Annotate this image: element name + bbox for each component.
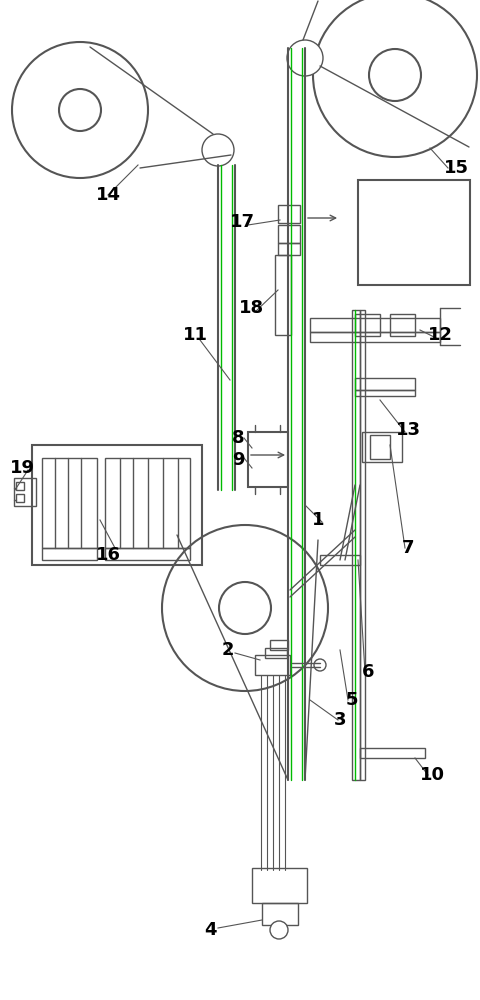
Bar (351, 310, 359, 780)
Bar (319, 555, 359, 565)
Text: 12: 12 (427, 326, 452, 344)
Circle shape (59, 89, 101, 131)
Bar (309, 332, 439, 342)
Text: 19: 19 (10, 459, 35, 477)
Text: 1: 1 (311, 511, 324, 529)
Circle shape (287, 40, 323, 76)
Bar (42, 458, 97, 548)
Bar (32, 445, 202, 565)
Text: 7: 7 (401, 539, 413, 557)
Circle shape (313, 659, 325, 671)
Text: 4: 4 (204, 921, 216, 939)
Bar (277, 205, 300, 223)
Bar (254, 655, 289, 675)
Text: 8: 8 (231, 429, 244, 447)
Text: 13: 13 (395, 421, 420, 439)
Bar (277, 243, 300, 255)
Text: 2: 2 (221, 641, 234, 659)
Bar (361, 432, 401, 462)
Bar (262, 903, 298, 925)
Circle shape (218, 582, 270, 634)
Circle shape (202, 134, 233, 166)
Bar (42, 548, 97, 560)
Text: 16: 16 (96, 546, 120, 564)
Bar (16, 482, 24, 490)
Circle shape (269, 921, 288, 939)
Bar (369, 435, 389, 459)
Bar (264, 648, 287, 658)
Text: 18: 18 (239, 299, 264, 317)
Circle shape (162, 525, 327, 691)
Bar (248, 432, 288, 487)
Bar (309, 318, 439, 332)
Text: 3: 3 (333, 711, 346, 729)
Text: 5: 5 (345, 691, 358, 709)
Bar (357, 180, 469, 285)
Bar (14, 478, 36, 506)
Text: 10: 10 (419, 766, 444, 784)
Bar (354, 390, 414, 396)
Bar (354, 378, 414, 390)
Circle shape (12, 42, 148, 178)
Circle shape (368, 49, 420, 101)
Bar (275, 255, 290, 335)
Text: 9: 9 (231, 451, 244, 469)
Bar (354, 314, 379, 336)
Bar (389, 314, 414, 336)
Text: 14: 14 (96, 186, 120, 204)
Bar (359, 310, 364, 780)
Circle shape (312, 0, 476, 157)
Bar (277, 225, 300, 243)
Bar (359, 748, 424, 758)
Text: 6: 6 (361, 663, 373, 681)
Text: 11: 11 (182, 326, 207, 344)
Bar (105, 548, 190, 560)
Text: 15: 15 (443, 159, 468, 177)
Bar (16, 494, 24, 502)
Bar (252, 868, 306, 903)
Bar (269, 640, 288, 650)
Text: 17: 17 (229, 213, 254, 231)
Bar (105, 458, 190, 548)
